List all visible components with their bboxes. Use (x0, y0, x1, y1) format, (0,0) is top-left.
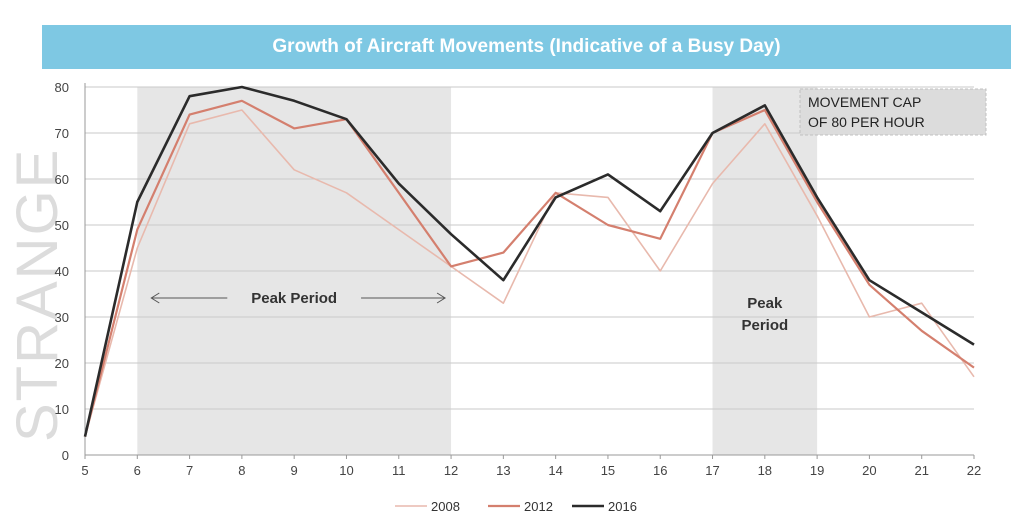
movement-cap-text-0: MOVEMENT CAP (808, 94, 921, 110)
x-tick-label: 15 (601, 463, 615, 478)
x-tick-label: 18 (758, 463, 772, 478)
legend-label-2012: 2012 (524, 499, 553, 514)
movement-cap-box (799, 88, 987, 136)
x-tick-label: 6 (134, 463, 141, 478)
y-tick-label: 70 (55, 126, 69, 141)
x-tick-label: 5 (81, 463, 88, 478)
peak-period-label-1: Period (741, 317, 788, 334)
legend: 2008 2012 2016 (395, 499, 637, 514)
y-tick-label: 20 (55, 356, 69, 371)
annotations: Peak Period Peak Period MOVEMENT CAP OF 80 P… (150, 88, 987, 334)
x-tick-label: 10 (339, 463, 353, 478)
y-tick-label: 30 (55, 310, 69, 325)
x-tick-label: 13 (496, 463, 510, 478)
peak-arrow-left-head (150, 292, 160, 304)
x-tick-label: 19 (810, 463, 824, 478)
chart-title-bar: Growth of Aircraft Movements (Indicative… (42, 25, 1011, 69)
x-tick-label: 20 (862, 463, 876, 478)
x-tick-label: 7 (186, 463, 193, 478)
series-line-2012 (83, 99, 975, 437)
x-tick-label: 17 (705, 463, 719, 478)
y-tick-label: 40 (55, 264, 69, 279)
series-line-2008 (84, 109, 975, 437)
x-tick-label: 21 (914, 463, 928, 478)
chart-title: Growth of Aircraft Movements (Indicative… (272, 36, 781, 57)
peak-period-label: Peak Period (251, 290, 337, 307)
axes: 0 10 20 30 40 50 60 70 80 5 6 7 8 9 10 11 12 13 14 15 16 17 18… (55, 80, 982, 478)
x-tick-label: 11 (392, 463, 406, 478)
legend-label-2008: 2008 (431, 499, 460, 514)
x-tick-label: 12 (444, 463, 458, 478)
legend-label-2016: 2016 (608, 499, 637, 514)
x-tick-label: 9 (291, 463, 298, 478)
series-lines (83, 85, 975, 437)
y-tick-label: 50 (55, 218, 69, 233)
y-tick-label: 60 (55, 172, 69, 187)
movement-cap-text-1: OF 80 PER HOUR (808, 114, 925, 130)
peak-arrow-right-head (436, 292, 447, 304)
x-tick-label: 16 (653, 463, 667, 478)
y-tick-label: 80 (55, 80, 69, 95)
x-tick-label: 8 (238, 463, 245, 478)
peak-period-label-0: Peak (747, 295, 783, 312)
x-tick-label: 14 (548, 463, 562, 478)
x-tick-label: 22 (967, 463, 981, 478)
series-line-2016 (83, 85, 975, 437)
y-tick-label: 0 (62, 448, 69, 463)
y-tick-label: 10 (55, 402, 69, 417)
